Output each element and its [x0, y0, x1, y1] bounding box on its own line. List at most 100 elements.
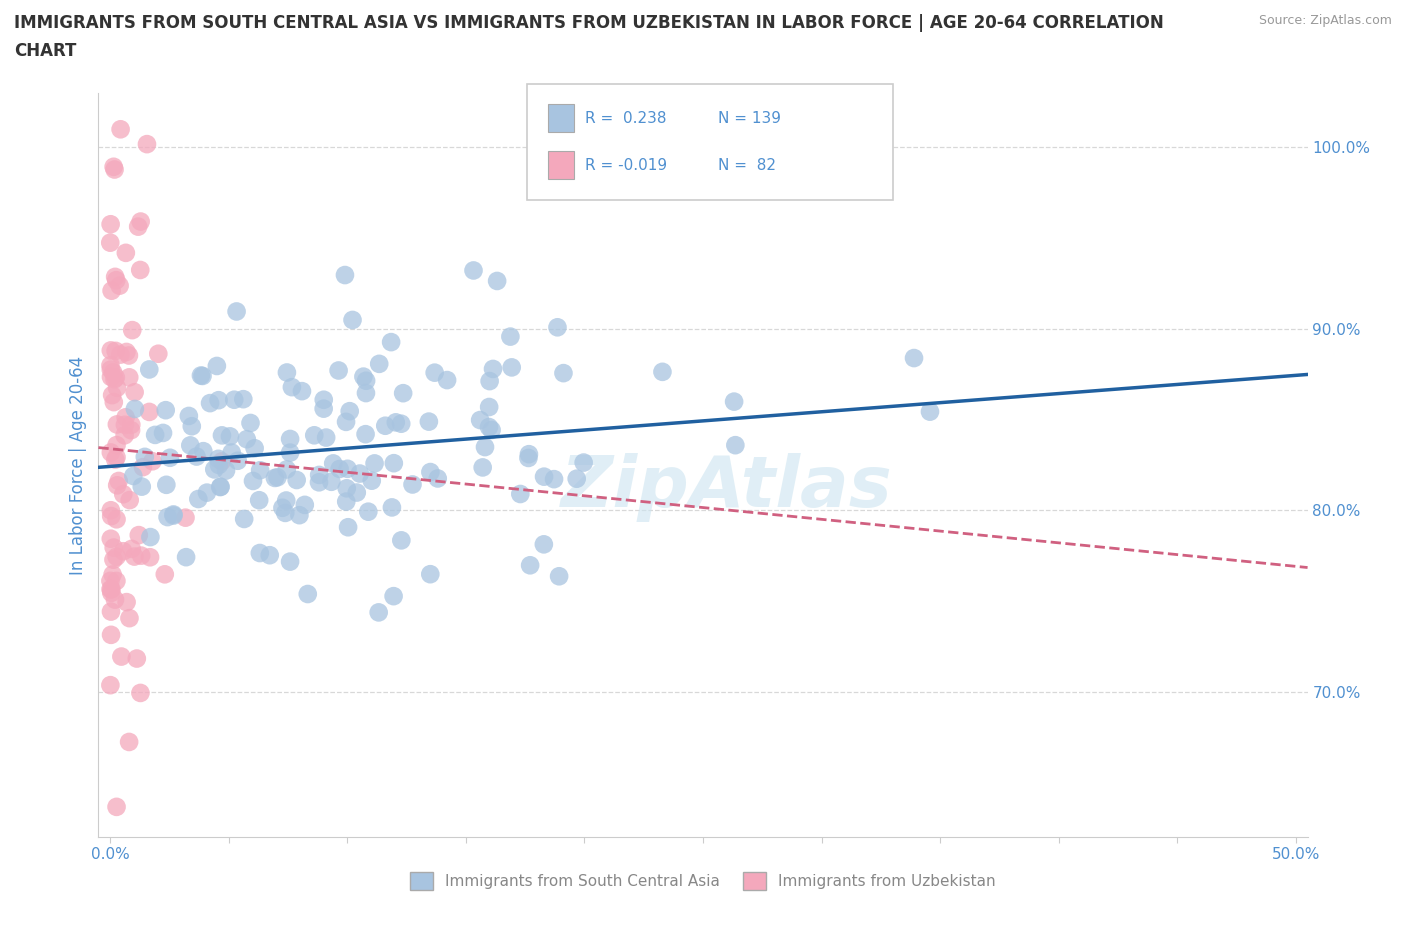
Point [486, 273, 509, 288]
Text: N = 139: N = 139 [718, 111, 782, 126]
Point [337, 520, 360, 535]
Point [118, 493, 141, 508]
Point [108, 278, 131, 293]
Point [100, 604, 122, 619]
Point [471, 460, 494, 475]
Point [129, 262, 152, 277]
Point [278, 445, 301, 460]
Point [357, 504, 380, 519]
Point [242, 473, 264, 488]
Point [118, 735, 141, 750]
Point [103, 552, 125, 567]
Point [129, 685, 152, 700]
Point [224, 392, 246, 407]
Point [103, 162, 125, 177]
Point [336, 461, 359, 476]
Point [381, 500, 404, 515]
Point [509, 486, 531, 501]
Point [136, 137, 159, 152]
Point [259, 548, 281, 563]
Point [367, 604, 389, 619]
Point [202, 462, 225, 477]
Point [153, 567, 176, 582]
Point [103, 394, 125, 409]
Point [187, 492, 209, 507]
Point [162, 508, 184, 523]
Point [463, 263, 485, 278]
Point [115, 594, 138, 609]
Point [342, 312, 364, 327]
Point [219, 429, 242, 444]
Point [401, 477, 423, 492]
Point [100, 217, 122, 232]
Point [139, 530, 162, 545]
Point [105, 478, 128, 493]
Point [249, 463, 271, 478]
Point [423, 365, 446, 380]
Point [152, 426, 174, 441]
Point [354, 373, 377, 388]
Point [124, 549, 146, 564]
Point [333, 268, 356, 283]
Point [308, 475, 330, 490]
Point [134, 449, 156, 464]
Point [374, 418, 396, 433]
Point [128, 527, 150, 542]
Point [98, 235, 121, 250]
Point [174, 511, 197, 525]
Point [101, 567, 124, 582]
Point [100, 531, 122, 546]
Point [205, 359, 228, 374]
Point [120, 418, 142, 432]
Point [264, 471, 287, 485]
Point [209, 480, 232, 495]
Point [100, 358, 122, 373]
Text: N =  82: N = 82 [718, 158, 776, 173]
Point [328, 363, 350, 378]
Point [190, 368, 212, 383]
Point [174, 550, 197, 565]
Point [478, 400, 501, 415]
Point [276, 365, 298, 380]
Point [104, 270, 127, 285]
Point [186, 449, 208, 464]
Point [360, 473, 382, 488]
Point [382, 589, 405, 604]
Point [198, 395, 221, 410]
Point [419, 465, 441, 480]
Point [478, 374, 501, 389]
Point [380, 335, 402, 350]
Point [226, 453, 249, 468]
Point [112, 486, 135, 501]
Point [104, 452, 127, 467]
Point [104, 592, 127, 607]
Point [288, 508, 311, 523]
Point [100, 284, 122, 299]
Point [100, 445, 122, 460]
Point [127, 219, 149, 234]
Point [470, 413, 492, 428]
Point [274, 506, 297, 521]
Point [124, 402, 146, 417]
Point [110, 122, 132, 137]
Point [233, 512, 256, 526]
Point [389, 533, 412, 548]
Point [285, 472, 308, 487]
Point [281, 379, 304, 394]
Text: CHART: CHART [14, 42, 76, 60]
Legend: Immigrants from South Central Asia, Immigrants from Uzbekistan: Immigrants from South Central Asia, Immi… [404, 866, 1002, 897]
Point [100, 582, 122, 597]
Point [207, 451, 229, 466]
Point [419, 566, 441, 581]
Point [105, 512, 128, 526]
Point [110, 347, 132, 362]
Point [336, 481, 359, 496]
Point [138, 362, 160, 377]
Point [249, 546, 271, 561]
Point [105, 574, 128, 589]
Point [105, 380, 128, 395]
Point [118, 348, 141, 363]
Point [131, 479, 153, 494]
Point [335, 494, 357, 509]
Point [179, 438, 201, 453]
